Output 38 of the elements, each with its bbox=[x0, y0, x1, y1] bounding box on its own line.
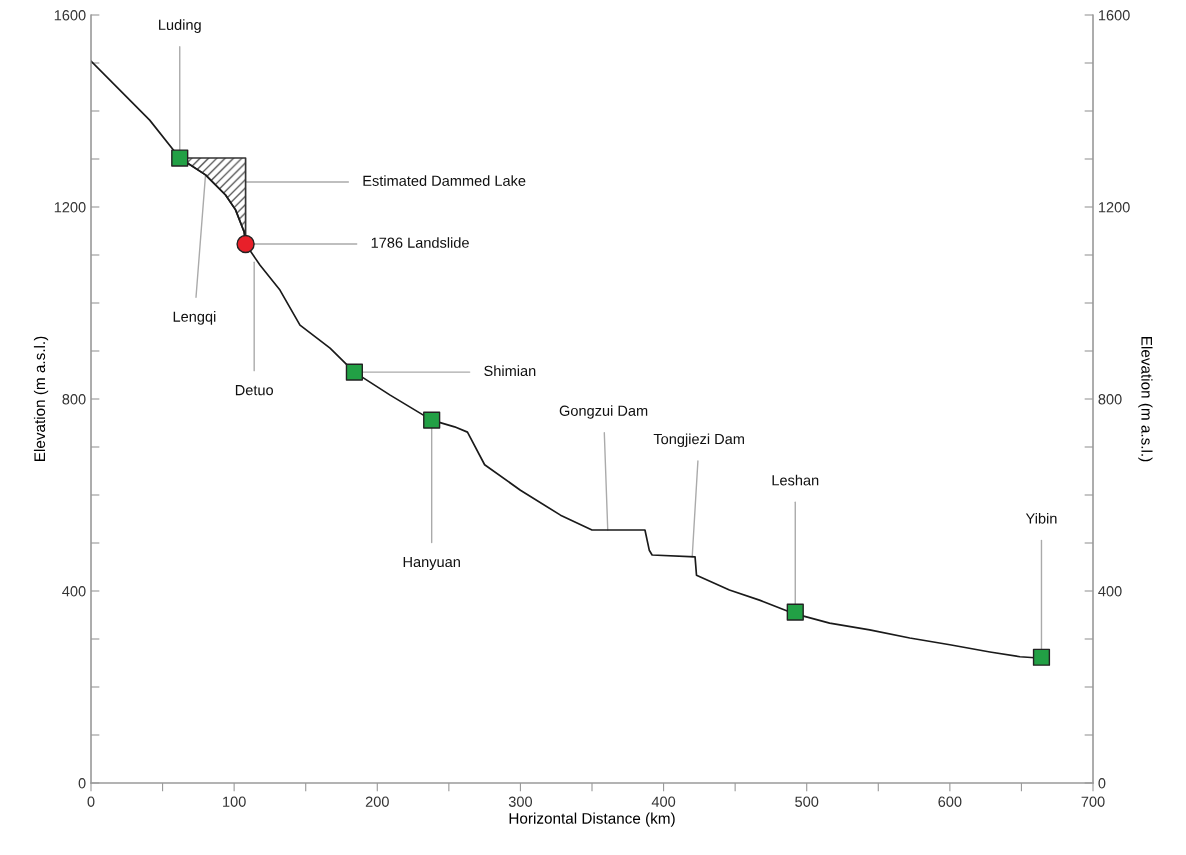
x-tick-label: 500 bbox=[795, 796, 819, 807]
annotation: Detuo bbox=[235, 385, 274, 396]
point bbox=[236, 234, 255, 254]
y-axis-title: Elevation (m a.s.l.) bbox=[33, 336, 49, 461]
point bbox=[786, 603, 804, 621]
y2-axis-title: Elevation (m a.s.l.) bbox=[1138, 337, 1153, 462]
y-tick-label: 400 bbox=[62, 586, 86, 597]
x-tick-label: 100 bbox=[223, 796, 246, 807]
x-tick-label: 700 bbox=[1081, 796, 1105, 807]
y2-tick-label: 1200 bbox=[1098, 202, 1130, 213]
annotation: Estimated Dammed Lake bbox=[363, 175, 526, 186]
annotation: Yibin bbox=[1025, 512, 1057, 524]
annotation: Hanyuan bbox=[403, 556, 460, 570]
y2-tick-label: 400 bbox=[1098, 586, 1122, 597]
annotation: Tongjiezi Dam bbox=[653, 433, 744, 448]
y2-tick-label: 1600 bbox=[1098, 10, 1130, 21]
y2-tick-label: 0 bbox=[1098, 778, 1106, 789]
y-tick-label: 800 bbox=[62, 394, 86, 405]
annotation: Gongzui Dam bbox=[559, 405, 648, 419]
x-tick-label: 0 bbox=[87, 796, 95, 807]
x-tick-label: 200 bbox=[365, 796, 389, 807]
y2-tick-label: 800 bbox=[1098, 394, 1122, 405]
y-tick-label: 1600 bbox=[54, 10, 86, 21]
x-axis-title: Horizontal Distance (km) bbox=[509, 812, 675, 827]
point bbox=[345, 363, 363, 381]
annotation: Shimian bbox=[484, 365, 536, 377]
x-tick-label: 400 bbox=[651, 796, 676, 807]
annotation: Luding bbox=[159, 19, 201, 33]
y-tick-label: 0 bbox=[78, 778, 86, 789]
annotation: Lengqi bbox=[173, 311, 216, 325]
annotation: 1786 Landslide bbox=[371, 237, 469, 248]
point bbox=[423, 411, 441, 429]
point bbox=[171, 149, 189, 167]
x-tick-label: 300 bbox=[508, 796, 533, 807]
x-tick-label: 600 bbox=[938, 796, 962, 807]
point bbox=[1032, 648, 1051, 666]
y-tick-label: 1200 bbox=[54, 202, 86, 213]
annotation: Leshan bbox=[772, 474, 819, 486]
